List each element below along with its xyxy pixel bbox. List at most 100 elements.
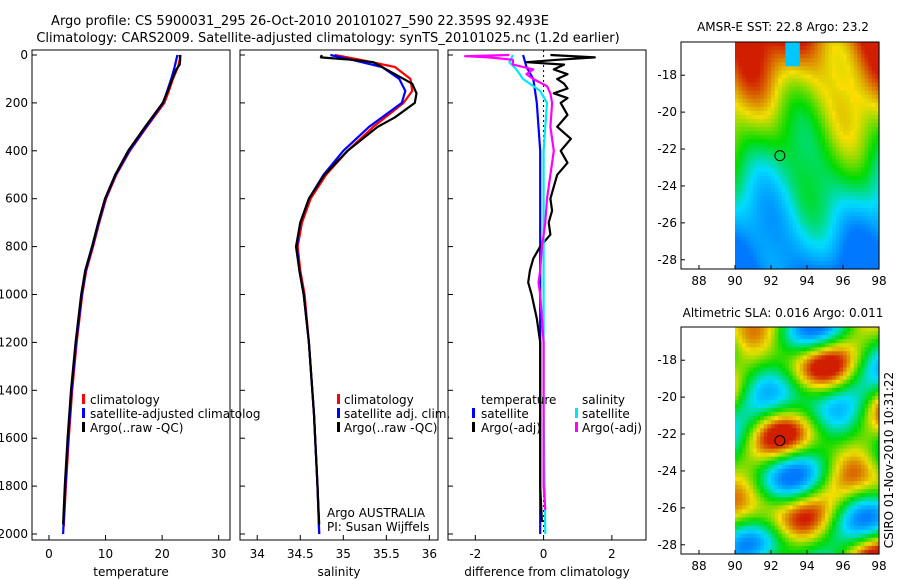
heatmap-cell xyxy=(810,549,815,555)
heatmap-cell xyxy=(742,464,747,470)
heatmap-cell xyxy=(846,363,851,369)
heatmap-cell xyxy=(778,216,783,221)
heatmap-cell xyxy=(864,155,869,161)
heatmap-cell xyxy=(825,264,830,270)
heatmap-cell xyxy=(843,351,848,356)
heatmap-cell xyxy=(832,464,837,470)
heatmap-cell xyxy=(825,501,830,506)
heatmap-cell xyxy=(825,46,830,51)
heatmap-cell xyxy=(771,497,776,502)
heatmap-cell xyxy=(850,468,855,474)
heatmap-cell xyxy=(843,541,848,547)
heatmap-cell xyxy=(810,74,815,80)
heatmap-cell xyxy=(825,167,830,173)
heatmap-cell xyxy=(781,420,786,425)
heatmap-cell xyxy=(825,256,830,262)
heatmap-cell xyxy=(850,327,855,332)
heatmap-cell xyxy=(774,420,779,425)
heatmap-cell xyxy=(835,387,840,393)
heatmap-cell xyxy=(857,331,862,336)
heatmap-cell xyxy=(821,42,826,47)
heatmap-cell xyxy=(875,343,880,348)
heatmap-cell xyxy=(839,363,844,369)
heatmap-cell xyxy=(825,244,830,250)
heatmap-cell xyxy=(861,359,866,365)
heatmap-cell xyxy=(799,70,804,76)
heatmap-cell xyxy=(807,537,812,543)
heatmap-cell xyxy=(807,224,812,230)
heatmap-cell xyxy=(792,244,797,250)
heatmap-cell xyxy=(745,46,750,51)
heatmap-cell xyxy=(778,383,783,389)
heatmap-cell xyxy=(771,127,776,132)
heatmap-cell xyxy=(789,343,794,348)
heatmap-cell xyxy=(738,260,743,266)
heatmap-cell xyxy=(785,119,790,124)
heatmap-cell xyxy=(774,489,779,494)
heatmap-cell xyxy=(864,143,869,148)
heatmap-cell xyxy=(814,86,819,92)
heatmap-cell xyxy=(767,216,772,221)
heatmap-cell xyxy=(792,252,797,258)
heatmap-cell xyxy=(792,529,797,535)
heatmap-cell xyxy=(742,456,747,462)
heatmap-cell xyxy=(749,387,754,393)
heatmap-cell xyxy=(745,489,750,494)
heatmap-cell xyxy=(807,119,812,124)
heatmap-cell xyxy=(760,58,765,63)
heatmap-cell xyxy=(868,367,873,373)
heatmap-cell xyxy=(857,517,862,523)
heatmap-cell xyxy=(857,436,862,442)
heatmap-cell xyxy=(738,375,743,381)
y-tick-label: -24 xyxy=(657,464,677,478)
heatmap-cell xyxy=(785,383,790,389)
heatmap-cell xyxy=(803,260,808,266)
heatmap-cell xyxy=(756,517,761,523)
heatmap-cell xyxy=(789,489,794,494)
heatmap-cell xyxy=(781,62,786,67)
heatmap-cell xyxy=(825,248,830,254)
heatmap-cell xyxy=(843,106,848,112)
heatmap-cell xyxy=(868,58,873,63)
heatmap-cell xyxy=(875,331,880,336)
heatmap-cell xyxy=(785,228,790,234)
heatmap-cell xyxy=(745,395,750,401)
heatmap-cell xyxy=(850,545,855,551)
heatmap-cell xyxy=(828,481,833,486)
heatmap-cell xyxy=(796,428,801,433)
heatmap-cell xyxy=(868,232,873,238)
heatmap-cell xyxy=(738,187,743,193)
heatmap-cell xyxy=(817,399,822,405)
heatmap-cell xyxy=(778,505,783,511)
heatmap-cell xyxy=(868,191,873,197)
heatmap-cell xyxy=(832,187,837,193)
heatmap-cell xyxy=(749,58,754,63)
heatmap-cell xyxy=(810,131,815,136)
heatmap-cell xyxy=(738,497,743,502)
heatmap-cell xyxy=(835,212,840,217)
heatmap-cell xyxy=(843,383,848,389)
heatmap-cell xyxy=(853,399,858,405)
heatmap-cell xyxy=(850,485,855,490)
heatmap-cell xyxy=(785,70,790,76)
heatmap-cell xyxy=(868,525,873,531)
heatmap-cell xyxy=(839,212,844,217)
heatmap-cell xyxy=(828,240,833,246)
heatmap-cell xyxy=(738,70,743,76)
heatmap-cell xyxy=(828,110,833,116)
heatmap-cell xyxy=(796,187,801,193)
heatmap-cell xyxy=(871,127,876,132)
heatmap-cell xyxy=(774,395,779,401)
heatmap-cell xyxy=(861,204,866,209)
heatmap-cell xyxy=(796,505,801,511)
heatmap-cell xyxy=(771,187,776,193)
heatmap-cell xyxy=(742,127,747,132)
heatmap-cell xyxy=(738,359,743,365)
heatmap-cell xyxy=(760,179,765,185)
heatmap-cell xyxy=(753,167,758,173)
heatmap-cell xyxy=(749,404,754,409)
heatmap-cell xyxy=(745,167,750,173)
heatmap-cell xyxy=(839,102,844,108)
heatmap-cell xyxy=(821,256,826,262)
heatmap-cell xyxy=(763,379,768,385)
